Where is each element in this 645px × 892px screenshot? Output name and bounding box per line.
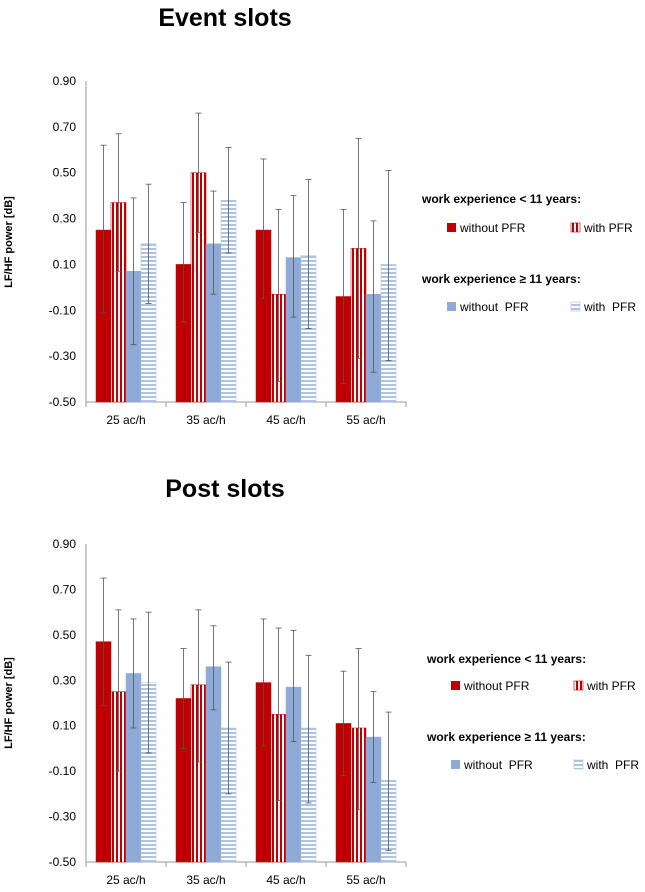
legend-swatch-red <box>447 223 456 232</box>
y-tick-label: 0.90 <box>53 74 77 88</box>
chart-title: Post slots <box>165 475 284 503</box>
legend: work experience < 11 years: without PFR … <box>426 652 639 772</box>
y-tick-label: -0.30 <box>49 810 77 824</box>
y-tick-labels: 0.90 0.70 0.50 0.30 0.10 -0.10 -0.30 -0.50 <box>49 74 77 409</box>
y-axis-label: LF/HF power [dB] <box>3 196 15 288</box>
legend-swatch-blue-striped <box>570 301 581 312</box>
x-tick-label: 25 ac/h <box>106 413 145 427</box>
legend-group2-title: work experience ≥ 11 years: <box>421 272 581 286</box>
y-axis-label: LF/HF power [dB] <box>3 657 15 749</box>
legend-group2-title: work experience ≥ 11 years: <box>426 730 586 744</box>
legend-label-without-pfr: without PFR <box>463 679 530 693</box>
x-tick-labels: 25 ac/h 35 ac/h 45 ac/h 55 ac/h <box>106 873 385 887</box>
legend-swatch-blue-striped <box>573 759 584 770</box>
x-tick-label: 35 ac/h <box>186 413 225 427</box>
bars <box>95 641 397 863</box>
x-tick-label: 25 ac/h <box>106 873 145 887</box>
event-slots-chart: Event slots LF/HF power [dB] 0.90 0.70 0.5… <box>3 4 636 427</box>
legend-swatch-red-striped <box>570 222 581 233</box>
legend-label-with-pfr: with PFR <box>583 221 633 235</box>
y-tick-label: -0.30 <box>49 349 77 363</box>
post-slots-chart: Post slots LF/HF power [dB] 0.90 0.70 0.50… <box>3 475 639 887</box>
y-tick-label: 0.30 <box>53 212 77 226</box>
legend-group1-title: work experience < 11 years: <box>426 652 586 666</box>
x-tick-label: 55 ac/h <box>346 873 385 887</box>
chart-title: Event slots <box>158 4 291 32</box>
x-tick-label: 45 ac/h <box>266 873 305 887</box>
y-tick-label: 0.90 <box>53 537 77 551</box>
legend-label-without-pfr: without PFR <box>459 221 526 235</box>
legend-label-without-pfr-2: without PFR <box>459 300 529 314</box>
legend-label-with-pfr: with PFR <box>586 679 636 693</box>
y-tick-label: 0.10 <box>53 719 77 733</box>
legend-swatch-blue <box>451 760 460 769</box>
y-tick-label: 0.50 <box>53 628 77 642</box>
y-tick-label: 0.70 <box>53 582 77 596</box>
x-tick-label: 55 ac/h <box>346 413 385 427</box>
legend-swatch-blue <box>447 302 456 311</box>
legend-group1-title: work experience < 11 years: <box>421 192 581 206</box>
legend-swatch-red <box>451 681 460 690</box>
y-tick-label: 0.50 <box>53 166 77 180</box>
y-tick-label: 0.10 <box>53 257 77 271</box>
legend-label-with-pfr-2: with PFR <box>583 300 636 314</box>
y-tick-label: 0.30 <box>53 673 77 687</box>
error-bars <box>100 112 392 385</box>
y-tick-label: -0.50 <box>49 855 77 869</box>
legend-label-without-pfr-2: without PFR <box>463 758 533 772</box>
legend-swatch-red-striped <box>573 680 584 691</box>
bars <box>95 172 397 403</box>
y-tick-label: -0.10 <box>49 303 77 317</box>
x-tick-labels: 25 ac/h 35 ac/h 45 ac/h 55 ac/h <box>106 413 385 427</box>
y-tick-labels: 0.90 0.70 0.50 0.30 0.10 -0.10 -0.30 -0.50 <box>49 537 77 869</box>
x-tick-label: 35 ac/h <box>186 873 225 887</box>
y-tick-label: 0.70 <box>53 120 77 134</box>
y-tick-label: -0.50 <box>49 395 77 409</box>
legend: work experience < 11 years: without PFR … <box>421 192 636 314</box>
y-tick-label: -0.10 <box>49 764 77 778</box>
legend-label-with-pfr-2: with PFR <box>586 758 639 772</box>
error-bars <box>100 577 392 852</box>
x-tick-label: 45 ac/h <box>266 413 305 427</box>
